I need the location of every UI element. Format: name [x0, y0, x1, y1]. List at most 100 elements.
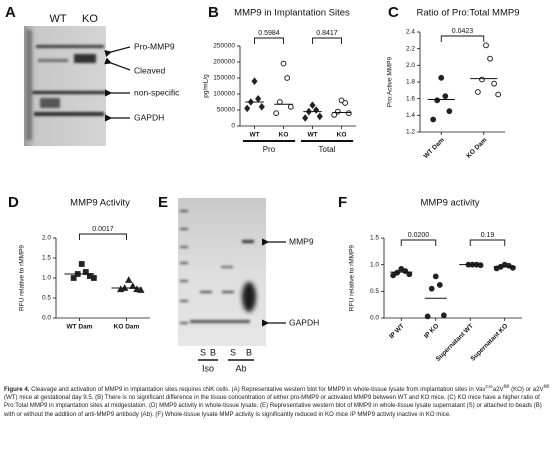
x-tick-label: KO — [279, 132, 289, 139]
figure: A WT KO Pro-MMP9 Cleaved non-specific GA… — [5, 4, 522, 373]
data-point — [117, 285, 125, 293]
data-point — [276, 99, 283, 105]
panel-letter: F — [338, 194, 347, 211]
y-tick-label: 100000 — [213, 91, 235, 98]
y-axis-label: Pro:Active MMP9 — [387, 57, 394, 108]
y-tick-label: 1.4 — [406, 112, 415, 119]
data-point — [436, 282, 443, 288]
data-point — [331, 111, 338, 118]
band-label: non-specific — [134, 87, 180, 97]
blot-bands — [26, 30, 106, 140]
data-point — [309, 101, 316, 110]
x-tick-label: WT — [307, 132, 317, 139]
band-label: GAPDH — [289, 317, 319, 327]
data-point — [244, 104, 251, 113]
data-point — [440, 312, 447, 319]
blot-blob — [242, 282, 256, 312]
x-tick-label: Supernatant WT — [435, 323, 475, 363]
p-value: 0.0017 — [92, 226, 114, 233]
data-point — [316, 112, 323, 121]
data-point — [428, 285, 435, 292]
data-point — [137, 286, 145, 293]
y-tick-label: 1.8 — [406, 79, 415, 86]
significance-bracket — [254, 37, 284, 44]
x-tick-label: WT Dam — [67, 324, 93, 331]
data-point — [475, 89, 481, 95]
band-label: Cleaved — [134, 65, 165, 75]
caption-label: Figure 4. — [4, 386, 30, 394]
significance-bracket — [469, 239, 506, 246]
panel-letter: D — [8, 194, 19, 211]
caption: Figure 4. Cleavage and activation of MMP… — [4, 383, 550, 419]
blot-e — [178, 198, 266, 346]
y-tick-label: 1.5 — [370, 235, 379, 242]
p-value: 0.19 — [481, 232, 495, 239]
data-point — [479, 76, 485, 83]
x-tick-label: WT — [249, 132, 259, 139]
data-point — [133, 285, 141, 293]
group-label: Pro — [263, 145, 276, 154]
y-axis-label: RFU relative to rMMP9 — [349, 245, 356, 311]
p-value: 0.0200 — [408, 232, 430, 239]
caption-text: (KO) or a2V — [509, 386, 544, 394]
data-point — [78, 261, 85, 267]
blot-bands — [180, 210, 254, 324]
lane-label: S — [200, 347, 206, 357]
x-tick-label: IP KO — [423, 323, 440, 340]
y-tick-label: 50000 — [217, 107, 235, 114]
y-tick-label: 1.2 — [406, 129, 415, 136]
group-label: Iso — [202, 363, 214, 373]
p-value: 0.0423 — [452, 28, 474, 35]
band-label: MMP9 — [289, 236, 314, 246]
y-axis-label: RFU relative to rMMP9 — [19, 245, 26, 311]
lane-label: KO — [82, 13, 98, 25]
p-value: 0.5984 — [258, 30, 280, 37]
data-point — [251, 77, 258, 86]
x-tick-label: KO — [337, 132, 347, 139]
significance-bracket — [440, 35, 485, 42]
data-point — [438, 74, 445, 81]
lane-label: B — [246, 347, 252, 357]
y-tick-label: 150000 — [213, 75, 235, 82]
arrow — [104, 57, 131, 71]
y-tick-label: 1.5 — [42, 255, 51, 262]
panel-letter: C — [388, 4, 399, 21]
y-tick-label: 1.0 — [370, 261, 379, 268]
lane-label: WT — [49, 13, 66, 25]
data-point — [446, 108, 453, 115]
chart-title: MMP9 activity — [420, 198, 479, 209]
data-point — [284, 75, 291, 81]
y-tick-label: 0.0 — [370, 315, 379, 322]
data-point — [509, 264, 516, 271]
panel-letter: E — [158, 194, 168, 211]
panel-letter: A — [5, 4, 16, 21]
band-label: Pro-MMP9 — [134, 41, 175, 51]
data-point — [273, 110, 280, 117]
data-point — [394, 269, 401, 276]
data-point — [70, 275, 77, 281]
y-tick-label: 200000 — [213, 59, 235, 66]
x-tick-label: KO Dam — [465, 137, 488, 160]
significance-bracket — [400, 239, 437, 246]
y-tick-label: 1.0 — [42, 275, 51, 282]
data-point — [287, 103, 294, 110]
panel-letter: B — [208, 4, 219, 21]
data-point — [487, 55, 493, 62]
p-value: 0.8417 — [316, 30, 338, 37]
data-point — [342, 100, 349, 106]
data-point — [258, 102, 265, 111]
caption-superscript: fl/fl — [503, 384, 510, 389]
data-point — [430, 116, 437, 123]
significance-bracket — [79, 233, 127, 240]
y-tick-label: 1.6 — [406, 95, 415, 102]
y-tick-label: 0.5 — [42, 295, 51, 302]
caption-superscript: fl/fl — [543, 384, 550, 389]
data-point — [302, 114, 309, 122]
group-label: Ab — [235, 363, 246, 373]
y-tick-label: 0.0 — [42, 315, 51, 322]
y-tick-label: 0.5 — [370, 288, 379, 295]
y-tick-label: 250000 — [213, 43, 235, 50]
y-tick-label: 2.2 — [406, 45, 415, 52]
group-label: Total — [319, 145, 336, 154]
y-axis-label: pg/mL/g — [203, 74, 210, 98]
